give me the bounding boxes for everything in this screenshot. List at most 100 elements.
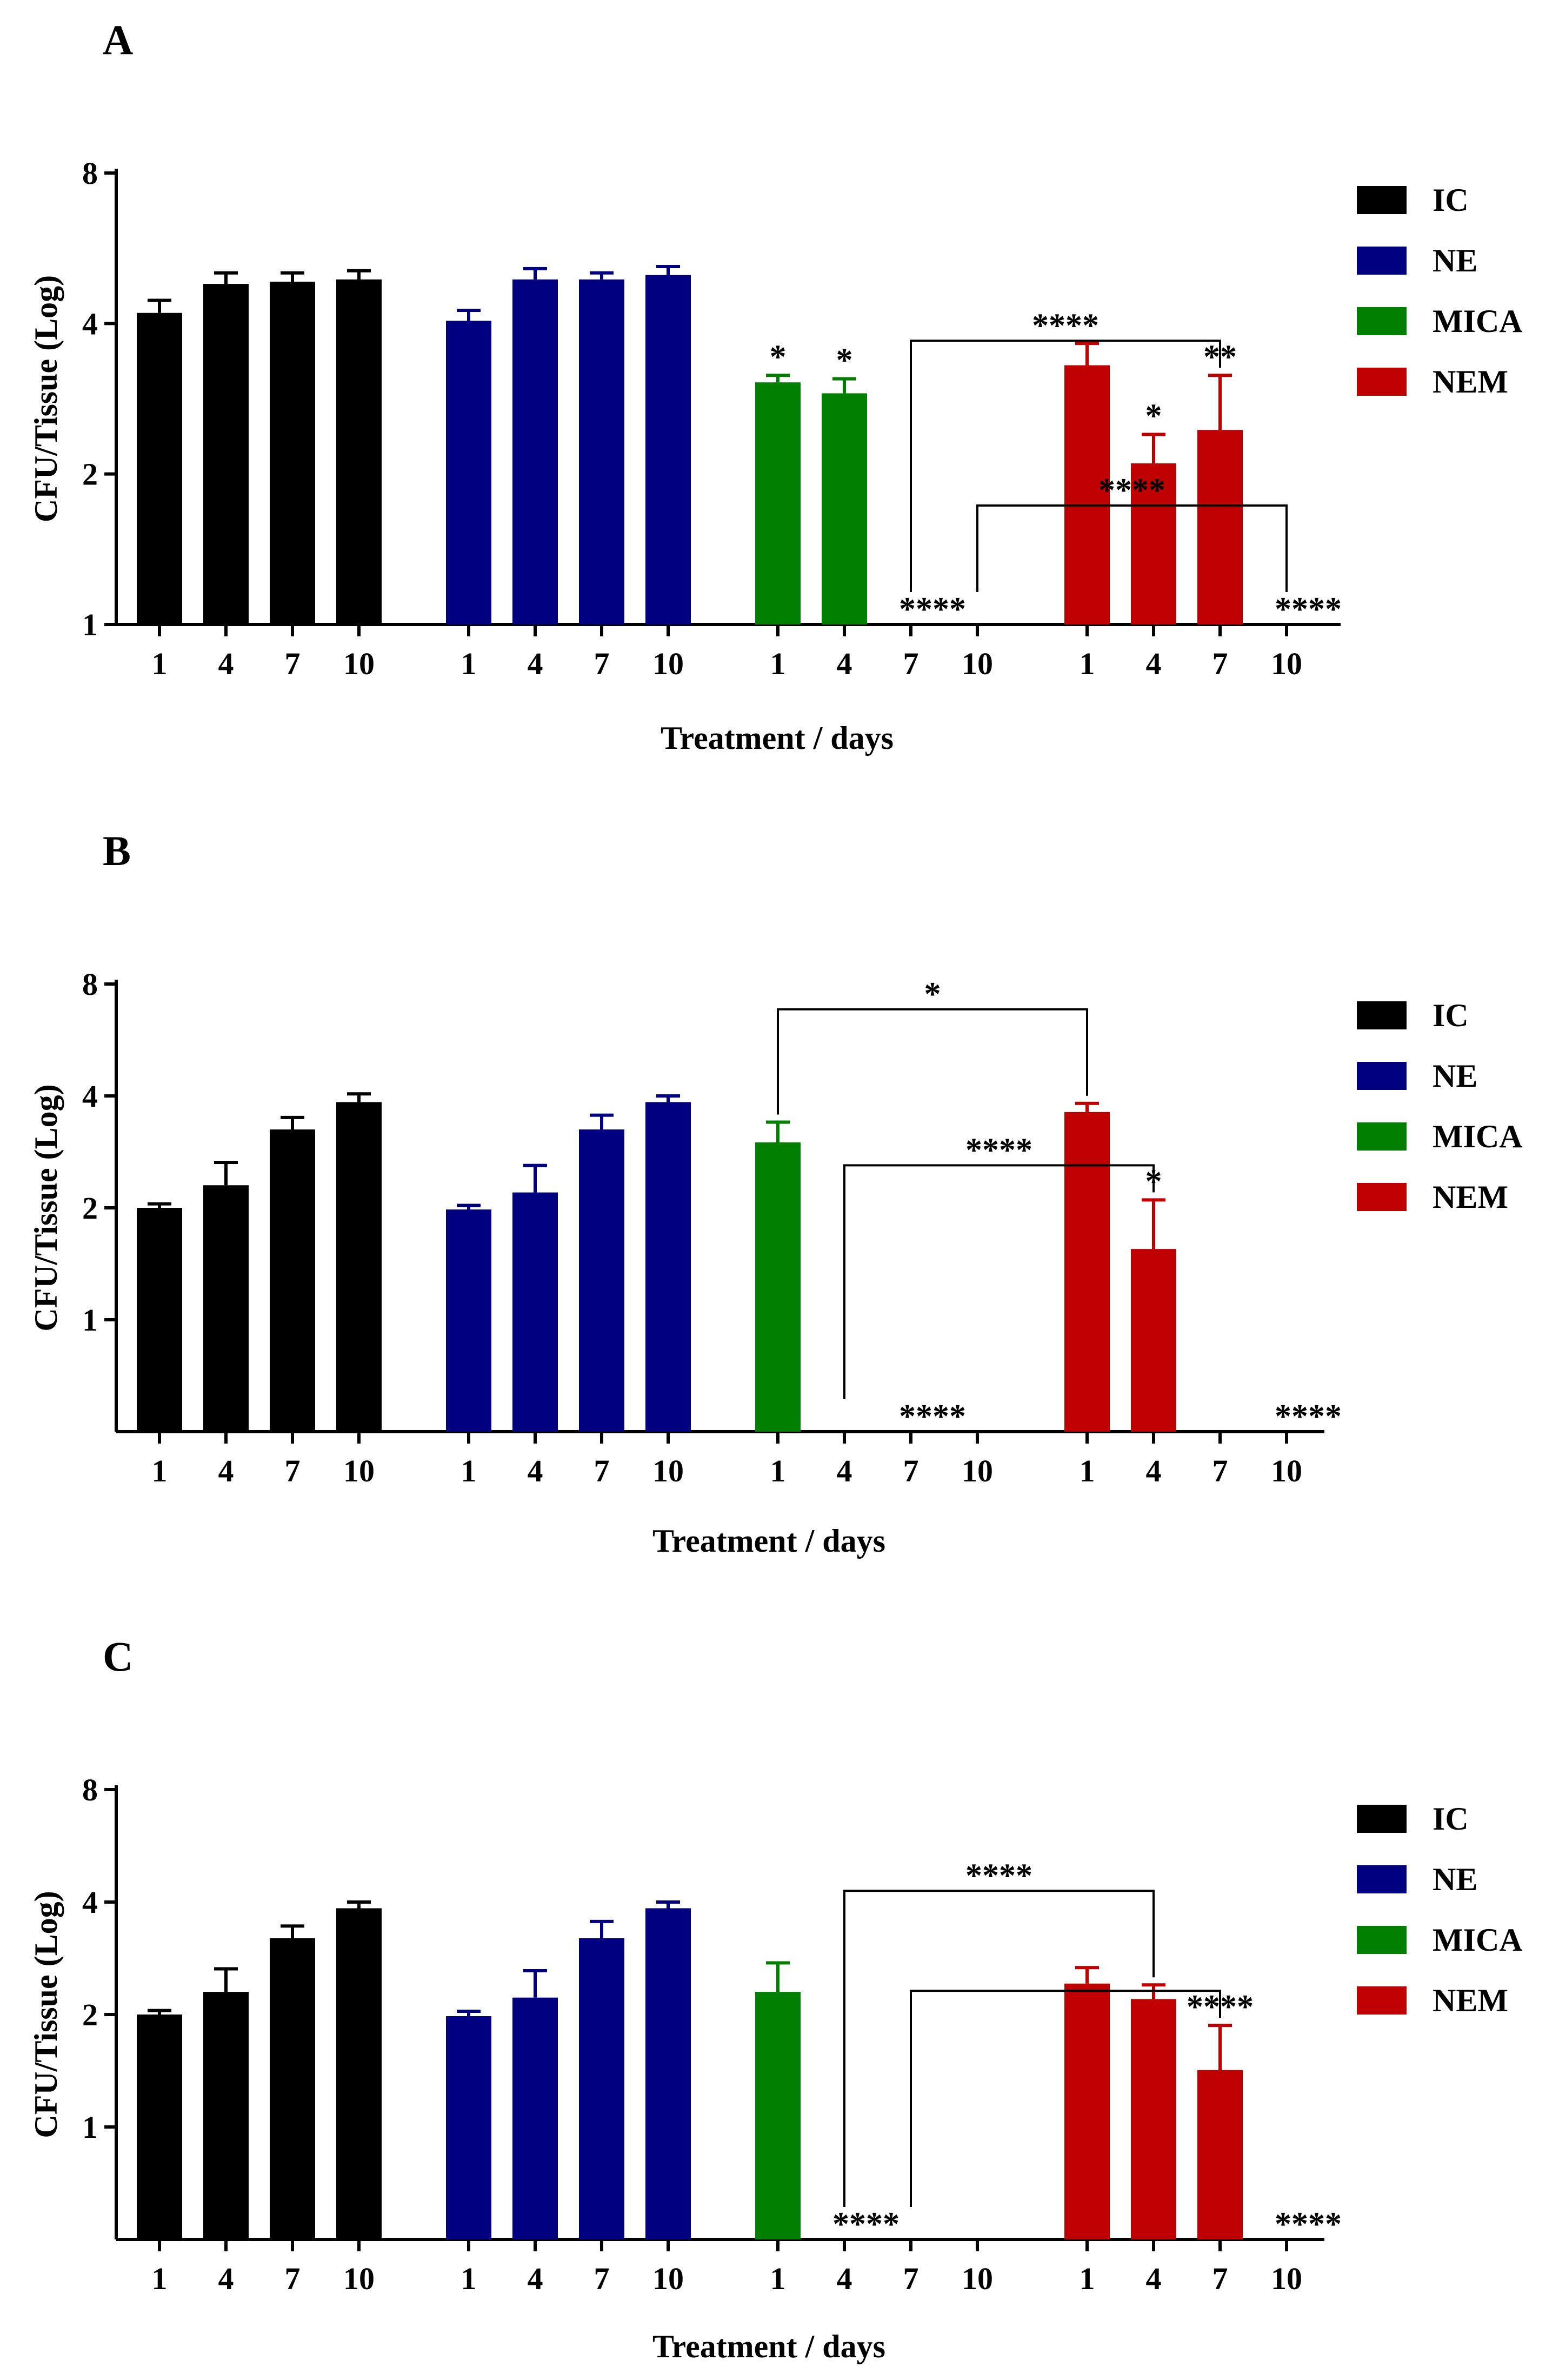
comparison-bracket [910, 1990, 1221, 2207]
legend-swatch-mica [1357, 1926, 1407, 1954]
x-tick-label: 7 [1212, 646, 1228, 681]
x-tick-label: 10 [652, 2261, 684, 2296]
y-axis-title: CFU/Tissue (Log) [28, 1084, 64, 1331]
legend-label-mica: MICA [1433, 303, 1523, 339]
bar-ic-day-7 [270, 1938, 315, 2239]
significance-marker: **** [1275, 2206, 1342, 2243]
error-bar [1208, 374, 1232, 430]
bar-ic-day-1 [137, 1208, 182, 1432]
error-bar [457, 2010, 481, 2017]
significance-marker: **** [832, 2206, 900, 2243]
bar-mica-day-1 [755, 1142, 801, 1432]
x-tick-label: 4 [1146, 1453, 1162, 1488]
bar-ne-day-4 [512, 1997, 558, 2239]
legend-label-nem: NEM [1433, 1983, 1508, 2018]
significance-marker: **** [899, 591, 966, 628]
y-axis-title: CFU/Tissue (Log) [28, 1891, 64, 2138]
legend-swatch-mica [1357, 1122, 1407, 1151]
error-bar [281, 271, 304, 282]
error-bar [457, 1204, 481, 1209]
x-tick-label: 4 [528, 1453, 543, 1488]
legend-label-ic: IC [1433, 1801, 1469, 1837]
x-tick-label: 7 [285, 2261, 301, 2296]
x-tick-label: 4 [218, 646, 234, 681]
error-bar [766, 1961, 790, 1992]
bar-mica-day-1 [755, 382, 801, 624]
bar-nem-day-7 [1197, 2070, 1243, 2239]
bar-ne-day-10 [645, 1102, 691, 1432]
error-bar [766, 1120, 790, 1142]
x-tick-label: 1 [461, 2261, 477, 2296]
legend-label-ne: NE [1433, 243, 1477, 278]
bar-ne-day-10 [645, 275, 691, 625]
x-tick-label: 7 [594, 2261, 610, 2296]
x-tick-label: 4 [528, 646, 543, 681]
x-tick-label: 1 [152, 646, 168, 681]
x-tick-label: 1 [461, 1453, 477, 1488]
error-bar [148, 1202, 171, 1208]
x-tick-label: 7 [285, 646, 301, 681]
error-bar [766, 374, 790, 383]
bar-ic-day-10 [336, 1102, 382, 1432]
error-bar [1142, 1198, 1165, 1249]
error-bar [523, 1969, 547, 1998]
x-tick-label: 4 [1146, 646, 1162, 681]
legend-swatch-nem [1357, 1986, 1407, 2015]
y-tick-label: 4 [82, 1885, 98, 1920]
legend-swatch-ic [1357, 1805, 1407, 1833]
x-axis-title: Treatment / days [661, 720, 894, 756]
legend-swatch-ic [1357, 186, 1407, 214]
significance-marker: * [1145, 397, 1162, 434]
panel-letter: A [103, 16, 133, 63]
x-tick-label: 10 [1271, 646, 1302, 681]
bracket-significance-marker: **** [1098, 472, 1165, 509]
x-tick-label: 1 [1080, 646, 1095, 681]
legend-swatch-ne [1357, 1865, 1407, 1893]
x-tick-label: 1 [152, 1453, 168, 1488]
bar-mica-day-4 [822, 393, 867, 624]
legend-swatch-nem [1357, 368, 1407, 396]
error-bar [214, 271, 238, 284]
error-bar [1208, 2024, 1232, 2070]
error-bar [1075, 1966, 1099, 1984]
y-tick-label: 2 [82, 1997, 98, 2032]
y-tick-label: 1 [82, 1302, 98, 1338]
bracket-significance-marker: **** [1032, 307, 1099, 344]
x-axis-title: Treatment / days [652, 1523, 885, 1559]
x-tick-label: 7 [285, 1453, 301, 1488]
bar-ne-day-4 [512, 279, 558, 624]
error-bar [590, 271, 614, 280]
legend-label-mica: MICA [1433, 1119, 1523, 1154]
y-tick-label: 1 [82, 2110, 98, 2145]
y-tick-label: 4 [82, 1079, 98, 1114]
x-tick-label: 1 [770, 1453, 786, 1488]
bar-ic-day-1 [137, 313, 182, 624]
x-tick-label: 10 [343, 646, 375, 681]
legend-label-mica: MICA [1433, 1922, 1523, 1958]
x-tick-label: 10 [1271, 2261, 1302, 2296]
error-bar [281, 1115, 304, 1130]
y-tick-label: 2 [82, 457, 98, 492]
error-bar [214, 1160, 238, 1186]
error-bar [590, 1113, 614, 1130]
x-tick-label: 7 [1212, 2261, 1228, 2296]
bar-nem-day-1 [1064, 1983, 1110, 2239]
legend-swatch-ne [1357, 1062, 1407, 1090]
error-bar [1075, 1101, 1099, 1112]
x-tick-label: 4 [218, 1453, 234, 1488]
error-bar [1142, 1983, 1165, 1999]
significance-marker: **** [1275, 591, 1342, 628]
x-tick-label: 7 [1212, 1453, 1228, 1488]
comparison-bracket [843, 1890, 1155, 2207]
bar-nem-day-4 [1131, 463, 1176, 624]
bar-ic-day-4 [203, 1185, 249, 1432]
legend-swatch-ic [1357, 1001, 1407, 1029]
x-tick-label: 10 [343, 2261, 375, 2296]
bracket-significance-marker: **** [965, 1132, 1032, 1168]
comparison-bracket [976, 504, 1288, 592]
comparison-bracket [777, 1008, 1088, 1115]
x-tick-label: 7 [594, 646, 610, 681]
error-bar [832, 377, 856, 394]
y-tick-label: 8 [82, 967, 98, 1002]
error-bar [590, 1919, 614, 1938]
